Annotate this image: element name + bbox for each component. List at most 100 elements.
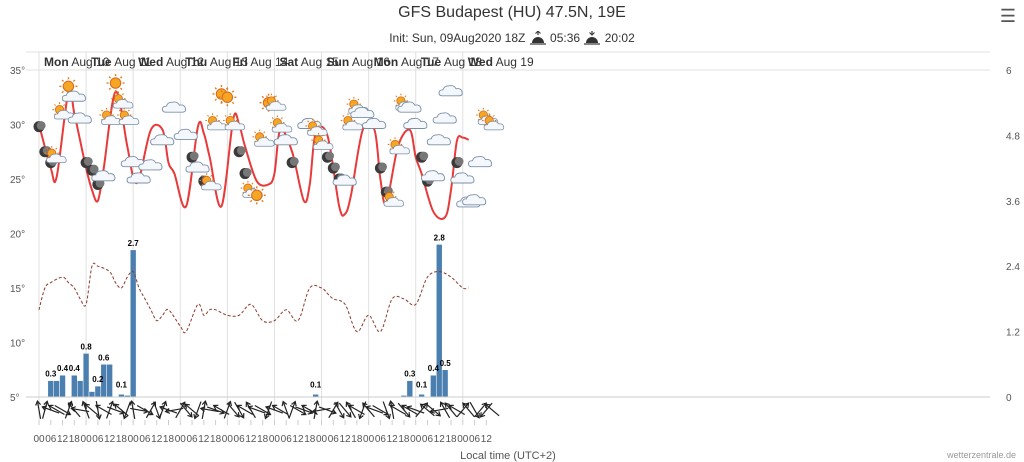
precip-data-label: 0.4: [428, 364, 440, 373]
precip-bar: [47, 380, 54, 398]
wind-arrow-shaft: [318, 406, 337, 414]
wind-arrow-shaft: [48, 404, 65, 416]
wind-arrow-shaft: [415, 402, 428, 418]
wind-arrow-head: [236, 404, 242, 410]
cloud-icon: [432, 112, 457, 124]
wind-arrow: [426, 403, 442, 417]
wind-arrow-head: [122, 413, 129, 420]
wind-arrow-head: [108, 400, 115, 407]
wind-arrow-head: [362, 402, 368, 408]
precip-data-label: 0.1: [310, 381, 322, 390]
cloud-icon: [273, 134, 298, 146]
partly-cloudy-icon: [388, 137, 410, 154]
x-tick-label: 18: [116, 434, 128, 445]
wind-arrow-shaft: [82, 401, 90, 419]
wind-arrow-shaft: [194, 401, 202, 419]
wind-arrow-shaft: [68, 402, 81, 418]
wind-arrow-head: [41, 405, 48, 412]
wind-arrow-head: [331, 408, 337, 415]
wind-arrow-head: [345, 401, 351, 407]
wind-arrow: [199, 406, 219, 413]
wind-arrow: [444, 402, 458, 418]
wind-arrow: [105, 400, 115, 419]
x-tick-label: 00: [81, 434, 93, 445]
init-label: Init: Sun, 09Aug2020 18Z: [389, 31, 526, 45]
wind-arrow-head: [389, 404, 395, 410]
sunset-time: 20:02: [604, 31, 635, 45]
x-tick-label: 00: [175, 434, 187, 445]
wind-arrow: [338, 402, 352, 418]
menu-icon[interactable]: ☰: [999, 6, 1016, 26]
wind-arrow-shaft: [426, 403, 441, 417]
y-left-tick-label: 5°: [10, 393, 20, 404]
wind-arrow: [406, 405, 425, 414]
wind-arrow-head: [422, 402, 429, 408]
wind-arrow: [35, 400, 42, 419]
x-tick-label: 12: [481, 434, 493, 445]
cloud-icon: [150, 134, 175, 146]
wind-arrow-head: [429, 407, 435, 414]
partly-cloudy-icon: [482, 113, 504, 130]
partly-cloudy-icon: [270, 115, 292, 132]
wind-arrow-head: [462, 402, 468, 408]
x-tick-label: 00: [410, 434, 422, 445]
moon-icon: [286, 157, 299, 169]
wind-arrow: [311, 407, 331, 414]
cloud-icon: [438, 85, 463, 97]
wind-arrow-shaft: [282, 401, 290, 419]
x-tick-label: 06: [281, 434, 293, 445]
x-tick-label: 00: [457, 434, 469, 445]
wind-arrow-head: [67, 402, 74, 408]
chart-subtitle: Init: Sun, 09Aug2020 18Z 05:36 20:02: [0, 31, 1024, 45]
moon-icon: [374, 162, 387, 174]
wind-arrow-head: [199, 406, 206, 413]
cloud-icon: [185, 161, 210, 173]
wind-arrow-head: [263, 413, 270, 420]
x-tick-label: 06: [92, 434, 104, 445]
wind-arrow: [201, 400, 208, 419]
wind-arrow-shaft: [448, 404, 466, 416]
wind-arrow-shaft: [462, 402, 475, 418]
y-left-tick-label: 25°: [10, 175, 25, 186]
x-tick-label: 06: [186, 434, 198, 445]
wind-arrow-head: [348, 404, 354, 410]
moon-icon: [327, 162, 340, 174]
wind-arrow-head: [201, 400, 208, 406]
wind-arrow-head: [264, 405, 271, 412]
precip-data-label: 2.7: [128, 239, 140, 248]
wind-arrow-head: [439, 401, 446, 407]
wind-arrow-shaft: [272, 404, 289, 416]
y-right-tick-label: 2.4: [1006, 262, 1020, 273]
wind-arrow-head: [47, 404, 54, 410]
x-tick-label: 06: [469, 434, 481, 445]
cloud-icon: [161, 101, 187, 113]
wind-arrow-shaft: [234, 401, 245, 419]
x-tick-label: 18: [69, 434, 81, 445]
wind-arrow-head: [301, 410, 307, 416]
wind-arrow: [281, 400, 290, 419]
x-tick-label: 06: [375, 434, 387, 445]
wind-arrow-head: [346, 412, 352, 418]
precip-data-label: 0.1: [116, 381, 128, 390]
wind-arrow-shaft: [440, 401, 451, 419]
precip-bars: 0.30.4 0.40.80.20.60.12.70.10.30.10.42.80…: [45, 233, 451, 398]
wind-arrow-shaft: [288, 401, 296, 419]
x-tick-label: 12: [292, 434, 304, 445]
x-tick-label: 00: [363, 434, 375, 445]
partly-cloudy-icon: [264, 94, 286, 111]
wind-arrow-shaft: [42, 406, 60, 414]
x-tick-label: 12: [434, 434, 446, 445]
wind-arrow-shaft: [390, 401, 395, 419]
wind-arrow-shaft: [469, 401, 480, 419]
sun-icon: [105, 73, 126, 93]
wind-arrow: [193, 401, 202, 420]
wind-arrow-head: [281, 400, 288, 407]
cloud-icon: [61, 90, 86, 102]
day-label: Mon Aug 17: [374, 55, 440, 69]
wind-arrow: [345, 401, 356, 419]
wind-arrow-shaft: [223, 401, 231, 419]
wind-arrow-shaft: [420, 403, 435, 417]
wind-arrow-shaft: [345, 401, 356, 419]
partly-cloudy-icon: [52, 102, 74, 119]
